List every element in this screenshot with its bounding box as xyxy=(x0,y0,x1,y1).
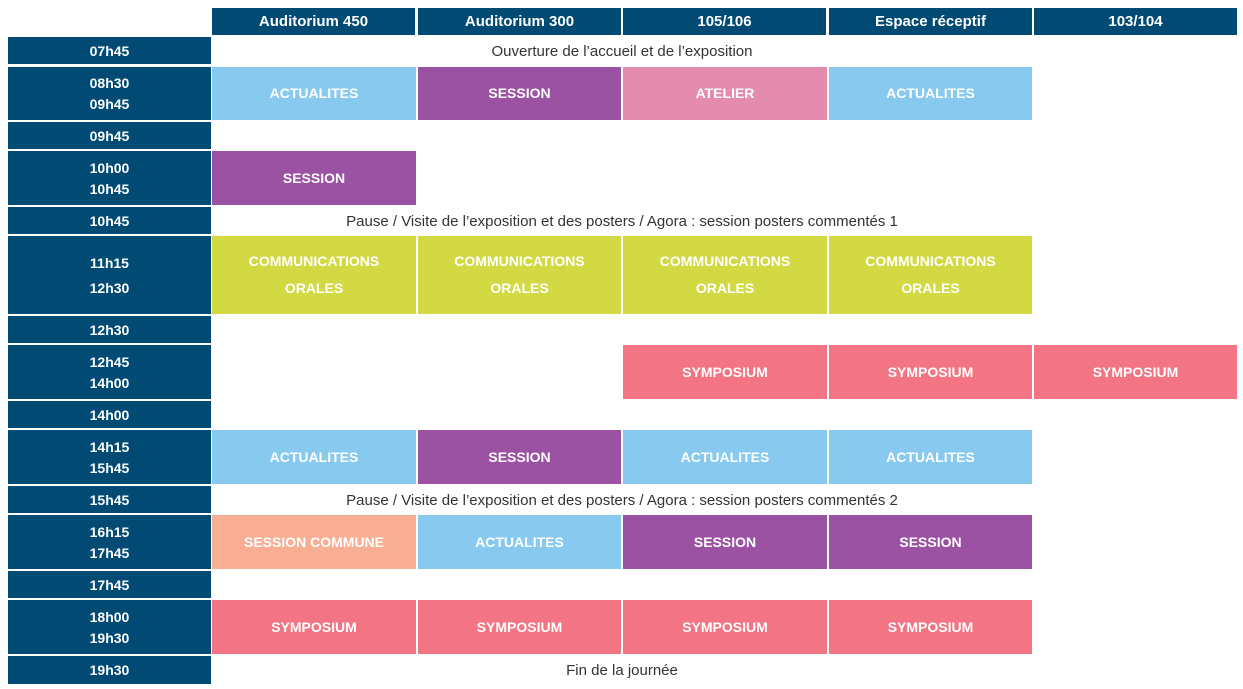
time-slot: 10h45 xyxy=(8,207,211,234)
event-actualites[interactable]: ACTUALITES xyxy=(212,430,416,484)
event-label-line1: COMMUNICATIONS xyxy=(454,253,585,269)
time-label: 14h00 xyxy=(89,406,130,423)
event-session-commune[interactable]: SESSION COMMUNE xyxy=(212,515,416,569)
time-label: 07h45 xyxy=(89,42,130,59)
time-end: 10h45 xyxy=(89,180,130,197)
time-end: 09h45 xyxy=(89,95,130,112)
time-slot: 07h45 xyxy=(8,37,211,64)
time-start: 08h30 xyxy=(89,75,130,92)
event-symposium[interactable]: SYMPOSIUM xyxy=(623,600,827,654)
event-actualites[interactable]: ACTUALITES xyxy=(829,67,1032,120)
time-slot: 18h00 19h30 xyxy=(8,600,211,654)
time-slot: 12h45 14h00 xyxy=(8,345,211,399)
time-start: 10h00 xyxy=(89,159,130,176)
time-start: 16h15 xyxy=(89,523,130,540)
event-actualites[interactable]: ACTUALITES xyxy=(829,430,1032,484)
event-label-line2: ORALES xyxy=(284,280,344,296)
time-slot: 17h45 xyxy=(8,571,211,598)
time-end: 17h45 xyxy=(89,544,130,561)
time-slot: 14h15 15h45 xyxy=(8,430,211,484)
time-label: 17h45 xyxy=(89,576,130,593)
time-slot: 12h30 xyxy=(8,316,211,343)
event-communications-orales[interactable]: COMMUNICATIONS ORALES xyxy=(418,236,621,314)
time-end: 19h30 xyxy=(89,629,130,646)
time-start: 11h15 xyxy=(90,254,129,271)
event-symposium[interactable]: SYMPOSIUM xyxy=(212,600,416,654)
event-communications-orales[interactable]: COMMUNICATIONS ORALES xyxy=(212,236,416,314)
time-label: 15h45 xyxy=(89,491,130,508)
event-symposium[interactable]: SYMPOSIUM xyxy=(829,600,1032,654)
event-actualites[interactable]: ACTUALITES xyxy=(212,67,416,120)
time-slot: 09h45 xyxy=(8,122,211,149)
event-label-line1: COMMUNICATIONS xyxy=(865,253,996,269)
event-communications-orales[interactable]: COMMUNICATIONS ORALES xyxy=(623,236,827,314)
room-header-auditorium-450: Auditorium 450 xyxy=(212,8,415,35)
event-session[interactable]: SESSION xyxy=(829,515,1032,569)
event-session[interactable]: SESSION xyxy=(212,151,416,205)
pause-banner-1: Pause / Visite de l’exposition et des po… xyxy=(346,212,898,230)
room-header-espace-receptif: Espace réceptif xyxy=(829,8,1032,35)
time-label: 19h30 xyxy=(89,662,130,678)
time-slot: 14h00 xyxy=(8,401,211,428)
event-communications-orales[interactable]: COMMUNICATIONS ORALES xyxy=(829,236,1032,314)
time-slot: 10h00 10h45 xyxy=(8,151,211,205)
time-label: 10h45 xyxy=(89,212,130,229)
event-label-line1: COMMUNICATIONS xyxy=(659,253,791,269)
event-label-line2: ORALES xyxy=(901,280,960,296)
time-slot: 15h45 xyxy=(8,486,211,513)
time-end: 14h00 xyxy=(89,374,130,391)
time-start: 14h15 xyxy=(89,438,130,455)
event-symposium[interactable]: SYMPOSIUM xyxy=(623,345,827,399)
event-label-line1: COMMUNICATIONS xyxy=(248,253,380,269)
time-slot: 08h30 09h45 xyxy=(8,67,211,120)
event-symposium[interactable]: SYMPOSIUM xyxy=(1034,345,1237,399)
time-slot: 19h30 xyxy=(8,656,211,684)
time-end: 15h45 xyxy=(89,459,130,476)
time-label: 12h30 xyxy=(89,321,130,338)
time-start: 12h45 xyxy=(89,353,130,370)
event-atelier[interactable]: ATELIER xyxy=(623,67,827,120)
room-header-auditorium-300: Auditorium 300 xyxy=(418,8,621,35)
event-label-line2: ORALES xyxy=(695,280,755,296)
time-label: 09h45 xyxy=(89,127,130,144)
event-symposium[interactable]: SYMPOSIUM xyxy=(829,345,1032,399)
event-session[interactable]: SESSION xyxy=(418,430,621,484)
event-session[interactable]: SESSION xyxy=(418,67,621,120)
event-session[interactable]: SESSION xyxy=(623,515,827,569)
room-header-105-106: 105/106 xyxy=(623,8,826,35)
time-start: 18h00 xyxy=(89,608,130,625)
pause-banner-2: Pause / Visite de l’exposition et des po… xyxy=(346,491,898,509)
opening-banner: Ouverture de l’accueil et de l’expositio… xyxy=(491,42,753,60)
event-actualites[interactable]: ACTUALITES xyxy=(418,515,621,569)
time-slot: 16h15 17h45 xyxy=(8,515,211,569)
end-banner: Fin de la journée xyxy=(566,661,678,679)
event-actualites[interactable]: ACTUALITES xyxy=(623,430,827,484)
event-symposium[interactable]: SYMPOSIUM xyxy=(418,600,621,654)
room-header-103-104: 103/104 xyxy=(1034,8,1237,35)
time-slot: 11h15 12h30 xyxy=(8,236,211,314)
event-label-line2: ORALES xyxy=(490,280,549,296)
time-end: 12h30 xyxy=(89,279,130,296)
